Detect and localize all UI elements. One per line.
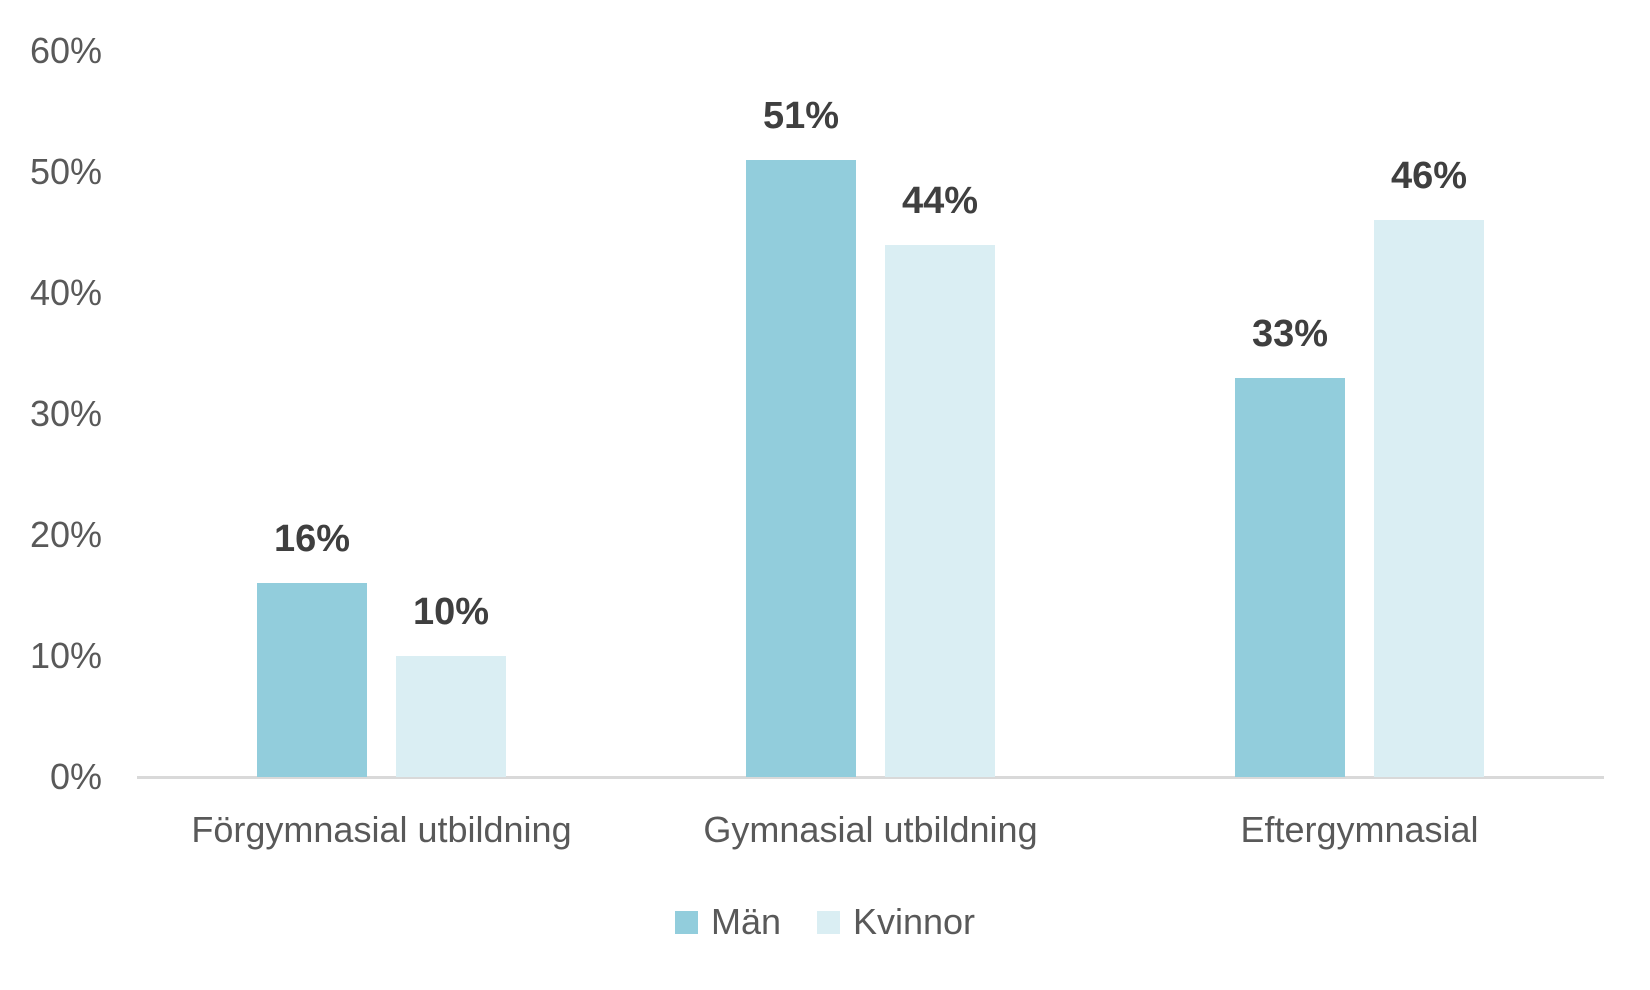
- y-axis-tick-label: 40%: [29, 272, 102, 313]
- data-label-women-0: 10%: [412, 591, 490, 633]
- data-label-men-2: 33%: [1251, 313, 1329, 355]
- y-axis-tick-label: 30%: [29, 393, 102, 434]
- bar-women-0: [396, 656, 506, 777]
- y-axis-tick-label: 50%: [29, 151, 102, 192]
- x-axis-category-label: Förgymnasial utbildning: [191, 809, 572, 850]
- data-label-women-1: 44%: [901, 180, 979, 222]
- y-axis-tick-label: 0%: [49, 756, 102, 797]
- y-axis-tick-label: 20%: [29, 514, 102, 555]
- x-axis-category-label: Gymnasial utbildning: [703, 809, 1038, 850]
- bar-men-1: [746, 160, 856, 777]
- y-axis-tick-label: 60%: [29, 30, 102, 71]
- x-axis-category-label: Eftergymnasial: [1240, 809, 1479, 850]
- bar-women-1: [885, 245, 995, 777]
- legend: Män Kvinnor: [0, 899, 1650, 945]
- data-label-men-0: 16%: [273, 518, 351, 560]
- data-label-men-1: 51%: [762, 95, 840, 137]
- legend-item-women: Kvinnor: [816, 900, 976, 944]
- y-axis-tick-label: 10%: [29, 635, 102, 676]
- bar-women-2: [1374, 220, 1484, 777]
- data-label-women-2: 46%: [1390, 155, 1468, 197]
- bar-men-0: [257, 583, 367, 777]
- legend-item-men: Män: [674, 900, 781, 944]
- legend-label-women: Kvinnor: [852, 901, 976, 942]
- x-axis-line: [137, 776, 1604, 779]
- legend-swatch-icon: [674, 910, 698, 934]
- legend-swatch-icon: [816, 910, 840, 934]
- bar-men-2: [1235, 378, 1345, 777]
- legend-label-men: Män: [710, 901, 781, 942]
